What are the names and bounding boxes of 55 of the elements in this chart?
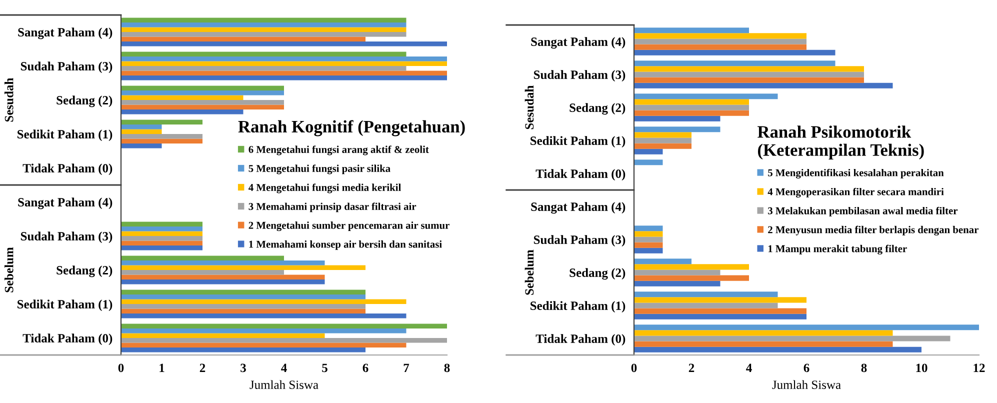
y-tick-label: Sudah Paham (3)	[534, 235, 626, 246]
y-tick-label: Sedikit Paham (1)	[530, 301, 626, 312]
x-tick-label: 2	[688, 364, 694, 372]
y-tick-label: Tidak Paham (0)	[536, 334, 626, 346]
legend-label: 6 Mengetahui fungsi arang aktif & zeolit	[248, 146, 429, 156]
legend-label: 1 Memahami konsep air bersih dan sanitasi	[249, 240, 442, 250]
x-tick-label: 10	[916, 364, 928, 372]
legend-label: 3 Memahami prinsip dasar filtrasi air	[248, 202, 416, 212]
legend-label: 4 Mengetahui fungsi media kerikil	[248, 184, 401, 194]
y-tick-label: Sangat Paham (4)	[18, 28, 112, 40]
y-tick-label: Sangat Paham (4)	[531, 202, 626, 214]
y-tick-label: Sudah Paham (3)	[20, 62, 112, 73]
legend-label: 3 Melakukan pembilasan awal media filter	[768, 206, 958, 216]
legend-label: 2 Mengetahui sumber pencemaran air sumur	[248, 222, 450, 232]
legend-label: 5 Mengetahui fungsi pasir silika	[248, 164, 390, 174]
y-tick-label: Sudah Paham (3)	[534, 70, 626, 82]
y-tick-label: Sedikit Paham (1)	[18, 300, 112, 311]
y-tick-label: Tidak Paham (0)	[22, 334, 112, 345]
x-tick-label: 1	[160, 364, 164, 372]
x-tick-label: 4	[746, 364, 752, 372]
x-tick-label: 7	[404, 364, 410, 372]
y-tick-label: Sedang (2)	[570, 268, 626, 280]
text: Sebelum	[4, 247, 14, 292]
y-tick-label: Sedang (2)	[56, 96, 112, 108]
x-tick-label: 3	[240, 364, 246, 372]
text: Sesudah	[524, 85, 534, 130]
y-tick-label: Sedikit Paham (1)	[530, 136, 626, 148]
y-tick-label: Sedang (2)	[570, 103, 626, 115]
x-axis-title: Jumlah Siswa	[250, 380, 318, 390]
x-axis-title: Jumlah Siswa	[772, 380, 841, 390]
y-tick-label: Sangat Paham (4)	[18, 198, 112, 210]
x-tick-label: 2	[200, 364, 206, 372]
text: Ranah Psikomotorik (Keterampilan Teknis)	[758, 126, 924, 160]
legend-label: 2 Menyusun media filter berlapis dengan benar	[768, 226, 978, 236]
x-tick-label: 4	[281, 364, 287, 372]
text: Sebelum	[524, 250, 534, 295]
x-tick-label: 8	[861, 364, 867, 372]
x-tick-label: 6	[362, 364, 368, 372]
legend-label: 5 Mengidentifikasi kesalahan perakitan	[768, 168, 944, 178]
legend-label: 4 Mengoperasikan filter secara mandiri	[768, 188, 944, 198]
x-tick-label: 12	[974, 364, 985, 372]
y-tick-label: Tidak Paham (0)	[22, 164, 112, 175]
y-tick-label: Sangat Paham (4)	[531, 37, 626, 49]
x-tick-label: 0	[118, 364, 124, 372]
text: Sesudah	[4, 78, 14, 122]
y-tick-label: Tidak Paham (0)	[536, 169, 626, 180]
y-tick-label: Sudah Paham (3)	[20, 232, 112, 243]
x-tick-label: 6	[804, 364, 810, 372]
x-tick-label: 0	[631, 364, 637, 372]
y-tick-label: Sedang (2)	[56, 266, 112, 278]
legend-label: 1 Mampu merakit tabung filter	[768, 244, 907, 254]
x-tick-label: 5	[322, 364, 328, 372]
x-tick-label: 8	[444, 364, 450, 372]
y-tick-label: Sedikit Paham (1)	[18, 130, 112, 141]
text: Ranah Kognitif (Pengetahuan)	[238, 120, 465, 136]
